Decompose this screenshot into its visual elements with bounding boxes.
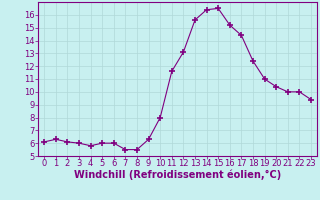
X-axis label: Windchill (Refroidissement éolien,°C): Windchill (Refroidissement éolien,°C) (74, 170, 281, 180)
